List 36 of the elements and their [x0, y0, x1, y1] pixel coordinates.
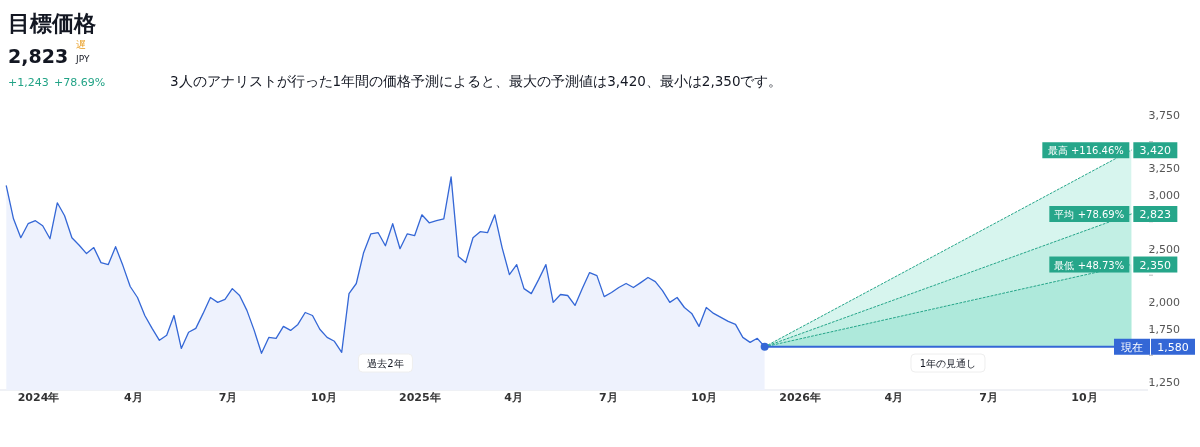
y-tick-label: 1,750	[1148, 322, 1180, 336]
y-tick-label: 3,250	[1148, 162, 1180, 176]
data-label: 2,823	[1139, 208, 1172, 221]
text: JPY	[75, 54, 90, 64]
x-tick-label: 2024年	[17, 391, 60, 404]
y-tick-label: 1,250	[1148, 376, 1180, 389]
chart-subtitle: 3人のアナリストが行った1年間の価格予測によると、最大の予測値は3,420、最小は2,350です。	[170, 73, 783, 89]
annotation: 過去2年	[367, 358, 404, 369]
x-tick-label: 10月	[1071, 391, 1098, 404]
y-tick-label: 2,500	[1148, 242, 1180, 256]
data-label: 3,420	[1139, 144, 1172, 158]
x-tick-label: 10月	[691, 391, 718, 404]
x-tick-label: 4月	[124, 391, 143, 404]
y-tick-label: 3,000	[1148, 189, 1180, 203]
legend-label: 最高 +116.46%	[1047, 145, 1124, 157]
text: 遅	[76, 39, 86, 50]
x-tick-label: 7月	[979, 391, 998, 404]
chart-title: 目標価格	[8, 11, 97, 36]
x-tick-label: 2026年	[779, 391, 821, 404]
x-tick-label: 7月	[218, 391, 238, 404]
x-tick-label: 4月	[884, 391, 904, 404]
legend-label: 平均 +78.69%	[1054, 209, 1125, 220]
annotation: 1年の見通し	[919, 358, 977, 369]
y-tick-label: 2,000	[1148, 295, 1180, 309]
x-tick-label: 7月	[599, 391, 618, 404]
data-label: 2,350	[1139, 258, 1172, 272]
annotation: 1,580	[1157, 340, 1189, 354]
text: +78.69%	[54, 76, 106, 89]
x-tick-label: 10月	[310, 391, 338, 404]
x-tick-label: 4月	[504, 391, 523, 404]
y-tick-label: 3,750	[1148, 109, 1180, 122]
ref-line-label: 現在	[1121, 340, 1143, 354]
text: +1,243	[8, 76, 49, 89]
x-tick-label: 2025年	[399, 391, 441, 404]
legend-label: 最低 +48.73%	[1054, 259, 1125, 271]
text: 2,823	[8, 45, 69, 67]
